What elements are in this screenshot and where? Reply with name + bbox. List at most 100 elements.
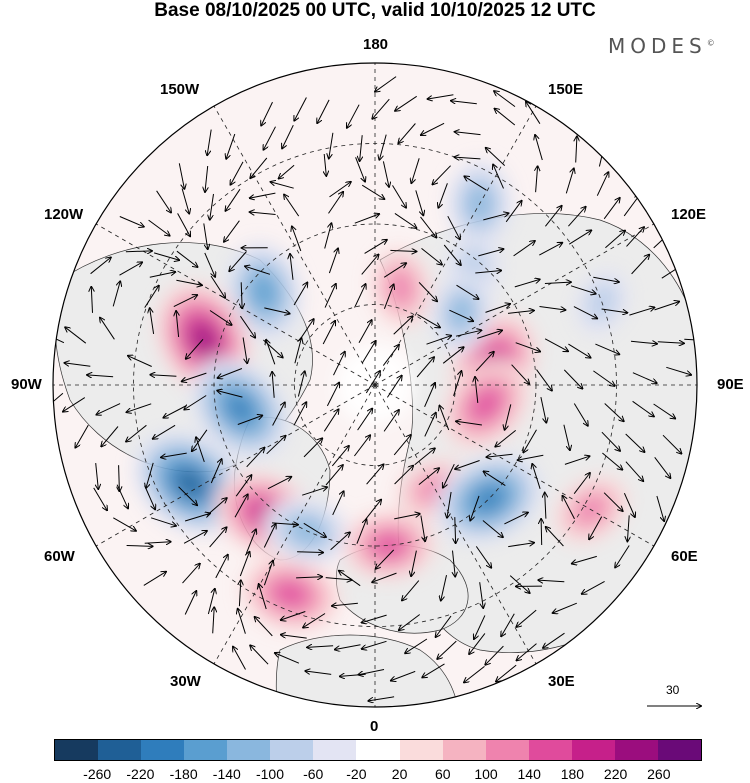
wind-vector [421, 248, 442, 264]
wind-vector [303, 522, 326, 537]
wind-vector [332, 603, 358, 606]
wind-vector [372, 572, 397, 582]
wind-vector [366, 464, 384, 485]
wind-vector [239, 315, 255, 337]
wind-vector [493, 165, 504, 189]
wind-vector [203, 223, 208, 249]
wind-vector [206, 498, 227, 516]
wind-vector [398, 123, 416, 144]
wind-vector [207, 589, 214, 615]
wind-vector [279, 164, 295, 178]
wind-vector [250, 645, 269, 665]
wind-vector [297, 552, 323, 553]
wind-vector [259, 584, 267, 610]
wind-vector [589, 516, 603, 540]
wind-vector [535, 135, 543, 161]
colorbar [54, 739, 702, 761]
wind-vector [447, 491, 452, 518]
wind-vector [357, 409, 373, 431]
wind-vector [595, 343, 619, 354]
wind-vector [508, 543, 534, 548]
wind-vector [656, 495, 664, 521]
wind-vector [364, 500, 381, 521]
meridian-line [374, 105, 537, 386]
wind-vector [654, 302, 680, 311]
wind-vector [330, 532, 350, 551]
lon-label-120e: 120E [671, 206, 707, 223]
wind-vector [447, 215, 460, 239]
wind-vector [87, 375, 114, 377]
wind-vector [354, 435, 370, 457]
wind-vector [405, 638, 428, 653]
wind-vector [156, 190, 171, 213]
wind-vector [428, 94, 454, 99]
anomaly-contour [388, 270, 415, 306]
wind-vector [209, 527, 227, 548]
meridian-line [95, 223, 376, 386]
lon-label-30w: 30W [170, 673, 201, 690]
wind-vector [593, 370, 614, 386]
wind-vector [392, 185, 407, 207]
wind-vector [417, 313, 440, 327]
wind-vector [207, 129, 212, 156]
logo-text: MODES [608, 34, 707, 58]
wind-vector [150, 308, 155, 334]
wind-vector [436, 615, 452, 637]
wind-vector [355, 157, 365, 181]
wind-vector [496, 664, 517, 681]
wind-vector [182, 564, 200, 584]
wind-vector [250, 192, 276, 198]
wind-vector [474, 615, 486, 639]
wind-vector [654, 456, 671, 478]
wind-vector [518, 454, 544, 460]
lon-label-60e: 60E [671, 548, 698, 565]
wind-vector [335, 644, 361, 650]
wind-vector [507, 311, 534, 314]
wind-vector [601, 431, 620, 451]
wind-vector [469, 633, 486, 654]
wind-vector [438, 183, 448, 207]
lon-label-90w: 90W [11, 376, 42, 393]
wind-vector [593, 276, 619, 282]
wind-vector [217, 391, 243, 398]
colorbar-tick-label: 260 [647, 766, 671, 782]
wind-vector [356, 519, 367, 544]
wind-vector [563, 424, 570, 450]
wind-vector [264, 307, 289, 314]
wind-vector [237, 416, 262, 425]
colorbar-tick-label: -20 [346, 766, 367, 782]
wind-vector [91, 287, 92, 313]
colorbar-swatch [614, 740, 658, 760]
wind-vector [536, 369, 552, 391]
wind-vector [536, 166, 538, 193]
wind-vector [281, 635, 307, 639]
wind-vector [302, 487, 327, 496]
wind-vector [96, 463, 99, 489]
wind-vector [487, 454, 513, 457]
polar-map [52, 62, 750, 730]
wind-vector [501, 613, 515, 637]
wind-vector [354, 214, 379, 224]
colorbar-tick-label: 180 [560, 766, 585, 782]
colorbar-swatch [571, 740, 615, 760]
wind-vector [372, 98, 390, 119]
wind-vector [475, 546, 491, 567]
wind-vector [625, 461, 643, 481]
wind-vector [391, 670, 416, 680]
colorbar-tick-label: -140 [212, 766, 241, 782]
wind-vector [572, 555, 597, 563]
wind-vector [261, 101, 273, 125]
wind-vector [325, 465, 343, 486]
wind-vector [631, 255, 650, 275]
wind-vector [303, 438, 322, 458]
wind-vector [596, 172, 608, 196]
wind-vector [153, 424, 176, 439]
wind-vector [65, 363, 91, 367]
wind-vector [456, 421, 482, 426]
wind-vector [328, 249, 338, 274]
wind-vector [443, 463, 455, 487]
wind-vector [411, 158, 420, 183]
wind-vector [477, 330, 502, 339]
wind-vector [215, 555, 228, 579]
wind-vector [112, 281, 120, 307]
